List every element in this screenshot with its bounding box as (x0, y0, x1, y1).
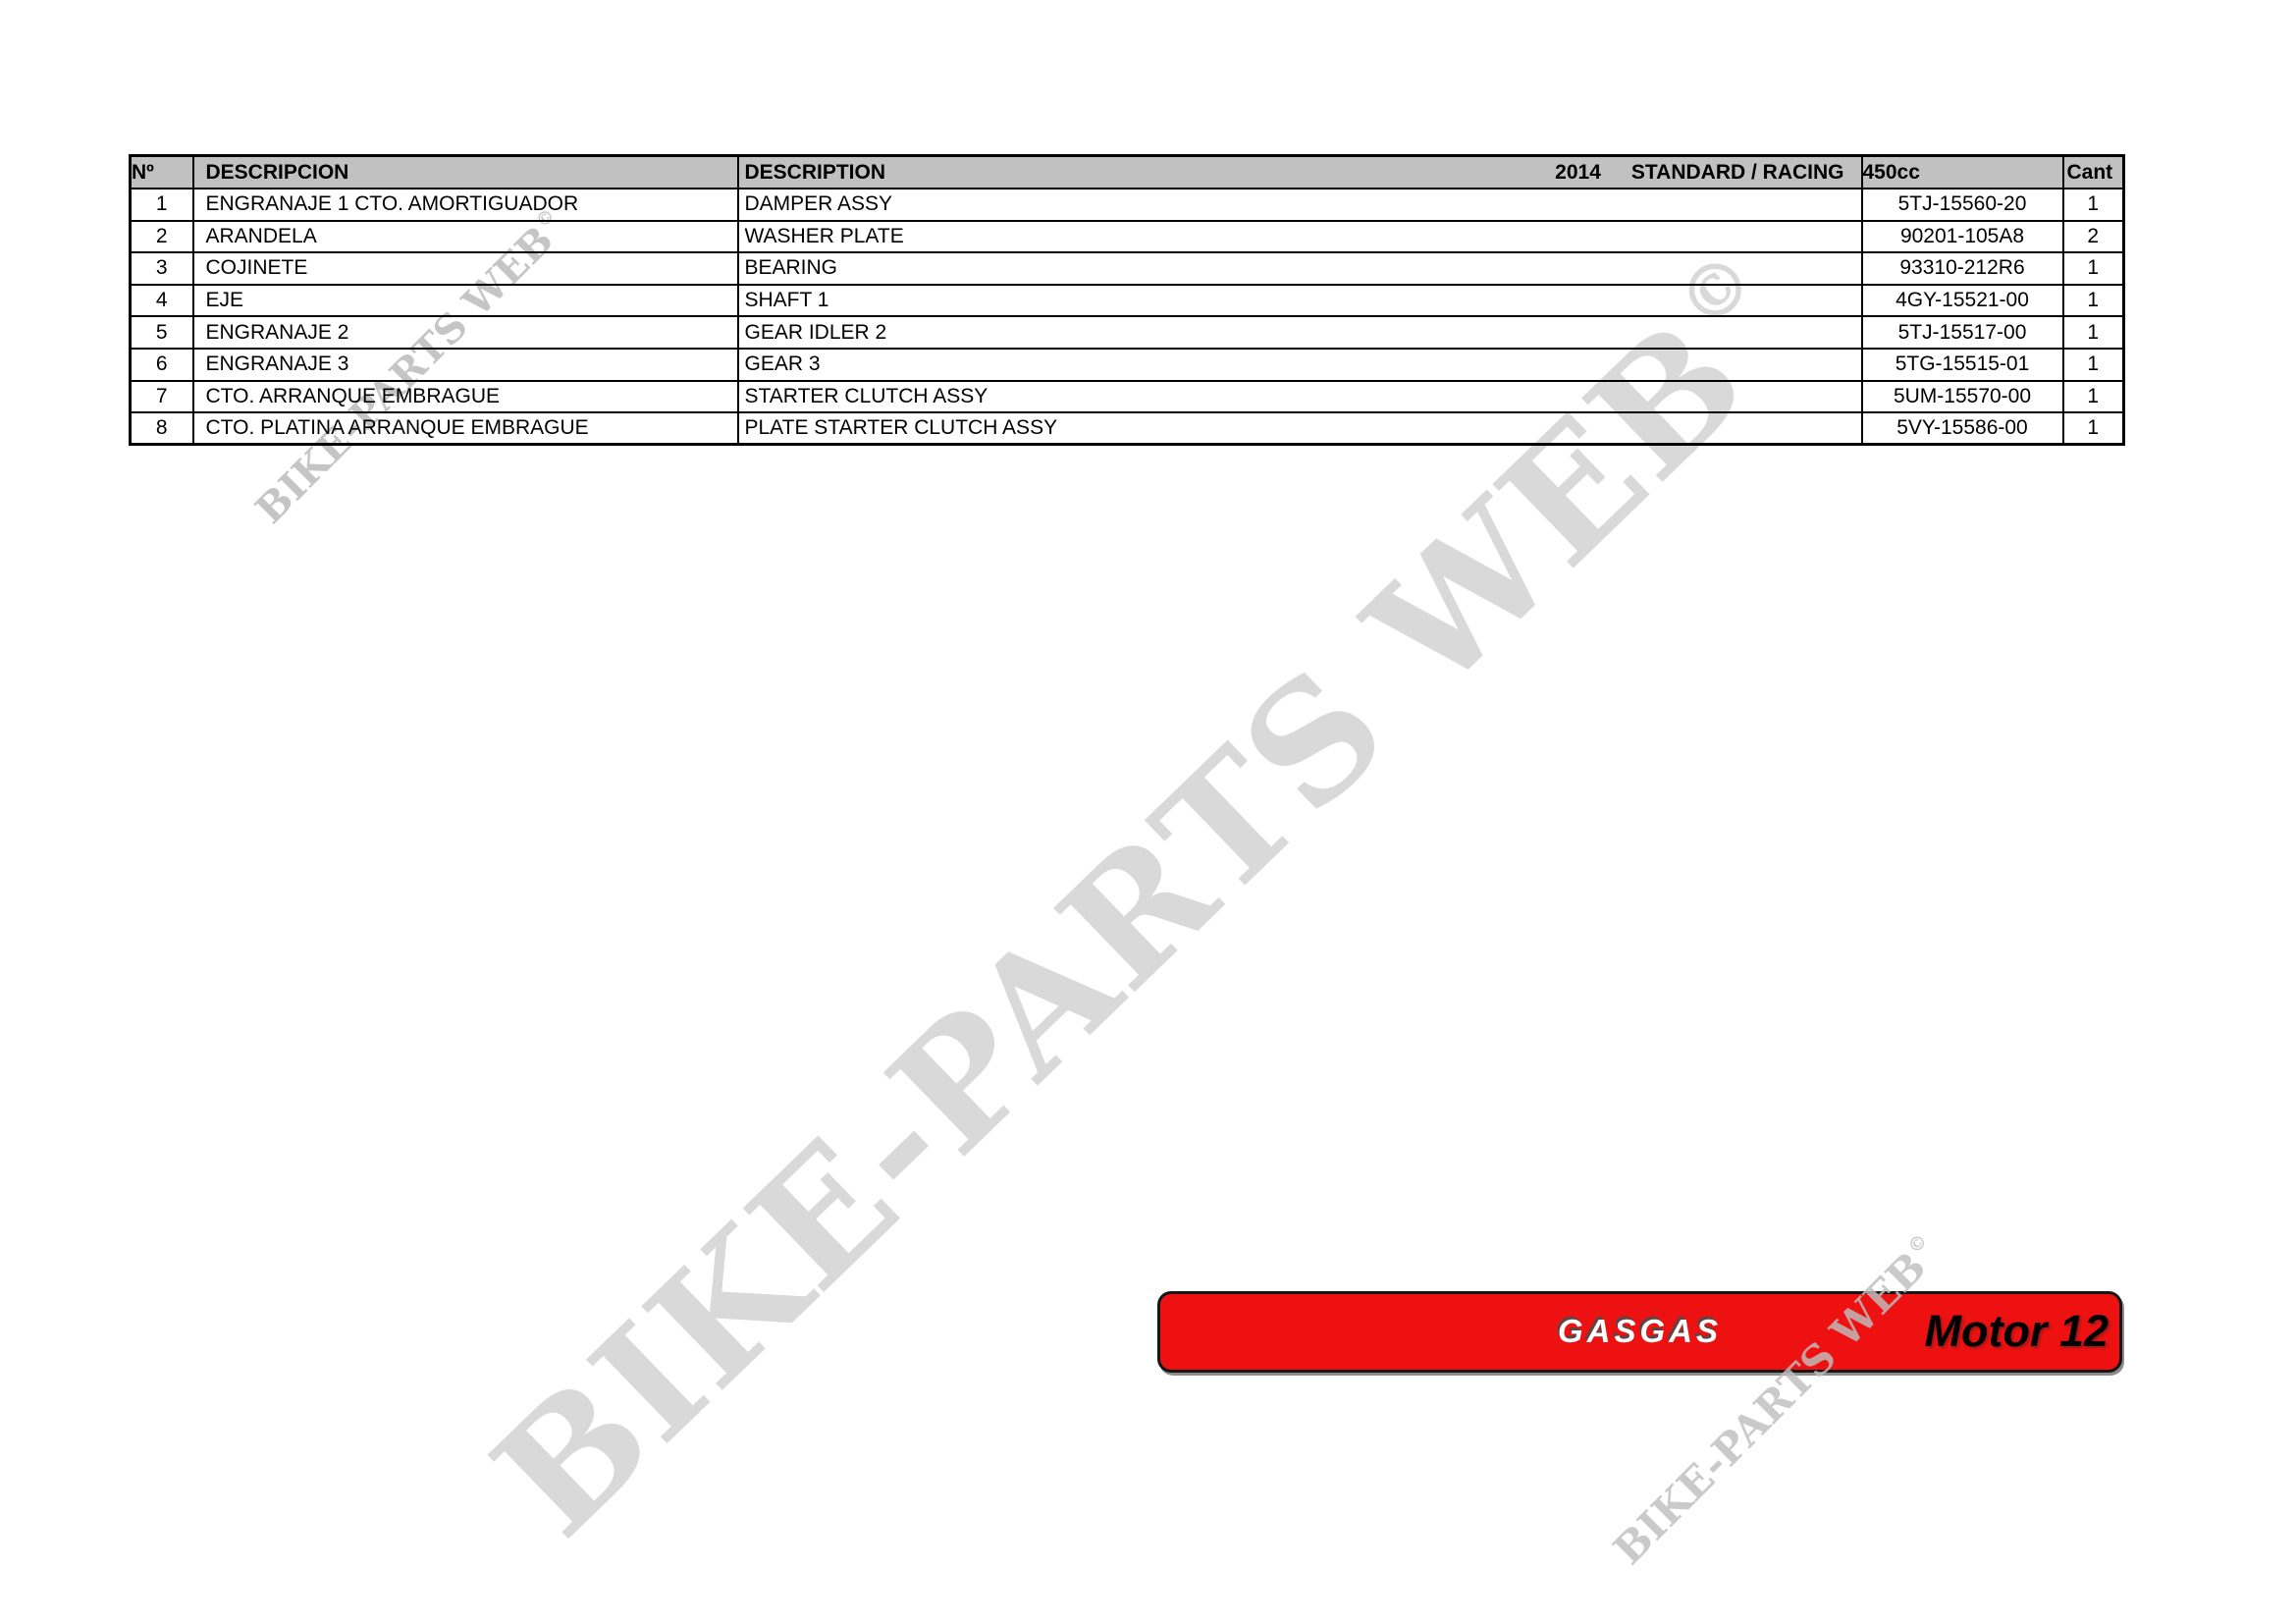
part-ref-cell: 93310-212R6 (1860, 251, 2064, 286)
quantity-cell: 1 (2061, 411, 2125, 446)
description-en-cell: WASHER PLATE (736, 219, 1863, 254)
part-index-cell: 4 (129, 283, 194, 318)
part-ref-cell: 5UM-15570-00 (1860, 379, 2064, 414)
header-qty: Cant (2061, 154, 2125, 189)
part-ref-cell: 5TJ-15517-00 (1860, 315, 2064, 350)
description-en-cell: GEAR 3 (736, 347, 1863, 382)
description-en-cell: SHAFT 1 (736, 283, 1863, 318)
quantity-cell: 1 (2061, 283, 2125, 318)
part-ref-cell: 5TG-15515-01 (1860, 347, 2064, 382)
header-description: DESCRIPTION 2014 STANDARD / RACING (736, 154, 1863, 189)
part-ref-cell: 4GY-15521-00 (1860, 283, 2064, 318)
description-es-cell: CTO. ARRANQUE EMBRAGUE (191, 379, 739, 414)
copyright-icon: © (1903, 1229, 1933, 1259)
header-row: Nº DESCRIPCION DESCRIPTION 2014 STANDARD… (129, 154, 2125, 189)
quantity-cell: 1 (2061, 188, 2125, 222)
description-es-cell: ENGRANAJE 1 CTO. AMORTIGUADOR (191, 188, 739, 222)
part-ref-cell: 5TJ-15560-20 (1860, 188, 2064, 222)
table-row: 1 ENGRANAJE 1 CTO. AMORTIGUADOR DAMPER A… (129, 188, 2125, 222)
banner-title: Motor 12 (1924, 1305, 2109, 1356)
description-es-cell: COJINETE (191, 251, 739, 286)
header-model: 450cc (1860, 154, 2064, 189)
quantity-cell: 1 (2061, 379, 2125, 414)
part-index-cell: 2 (129, 219, 194, 254)
table-row: 2 ARANDELA WASHER PLATE 90201-105A8 2 (129, 219, 2125, 254)
description-es-cell: ENGRANAJE 2 (191, 315, 739, 350)
table-row: 8 CTO. PLATINA ARRANQUE EMBRAGUE PLATE S… (129, 411, 2125, 446)
watermark-bottom-right: BIKE-PARTS WEB© (1604, 1228, 1949, 1574)
parts-table: Nº DESCRIPCION DESCRIPTION 2014 STANDARD… (129, 154, 2125, 447)
table-row: 7 CTO. ARRANQUE EMBRAGUE STARTER CLUTCH … (129, 379, 2125, 414)
part-ref-cell: 90201-105A8 (1860, 219, 2064, 254)
description-en-cell: STARTER CLUTCH ASSY (736, 379, 1863, 414)
description-es-cell: ENGRANAJE 3 (191, 347, 739, 382)
table-row: 6 ENGRANAJE 3 GEAR 3 5TG-15515-01 1 (129, 347, 2125, 382)
quantity-cell: 1 (2061, 315, 2125, 350)
quantity-cell: 2 (2061, 219, 2125, 254)
parts-table-header: Nº DESCRIPCION DESCRIPTION 2014 STANDARD… (129, 154, 2125, 189)
quantity-cell: 1 (2061, 251, 2125, 286)
header-no: Nº (129, 154, 194, 189)
description-en-cell: PLATE STARTER CLUTCH ASSY (736, 411, 1863, 446)
description-es-cell: EJE (191, 283, 739, 318)
gasgas-logo: GASGAS (1557, 1312, 1723, 1349)
part-index-cell: 3 (129, 251, 194, 286)
description-en-cell: BEARING (736, 251, 1863, 286)
header-variant: STANDARD / RACING (1630, 160, 1844, 184)
watermark-text: BIKE-PARTS WEB (458, 284, 1783, 1572)
table-row: 4 EJE SHAFT 1 4GY-15521-00 1 (129, 283, 2125, 318)
header-description-label: DESCRIPTION (744, 160, 886, 184)
description-en-cell: GEAR IDLER 2 (736, 315, 1863, 350)
header-descripcion: DESCRIPCION (191, 154, 739, 189)
parts-tbody: 1 ENGRANAJE 1 CTO. AMORTIGUADOR DAMPER A… (129, 188, 2125, 446)
description-es-cell: CTO. PLATINA ARRANQUE EMBRAGUE (191, 411, 739, 446)
part-index-cell: 1 (129, 188, 194, 222)
header-year: 2014 (1555, 160, 1601, 184)
part-ref-cell: 5VY-15586-00 (1860, 411, 2064, 446)
part-index-cell: 5 (129, 315, 194, 350)
description-es-cell: ARANDELA (191, 219, 739, 254)
quantity-cell: 1 (2061, 347, 2125, 382)
part-index-cell: 6 (129, 347, 194, 382)
part-index-cell: 8 (129, 411, 194, 446)
table-row: 5 ENGRANAJE 2 GEAR IDLER 2 5TJ-15517-00 … (129, 315, 2125, 350)
description-en-cell: DAMPER ASSY (736, 188, 1863, 222)
model-banner: GASGAS Motor 12 (1157, 1291, 2122, 1373)
table-row: 3 COJINETE BEARING 93310-212R6 1 (129, 251, 2125, 286)
part-index-cell: 7 (129, 379, 194, 414)
